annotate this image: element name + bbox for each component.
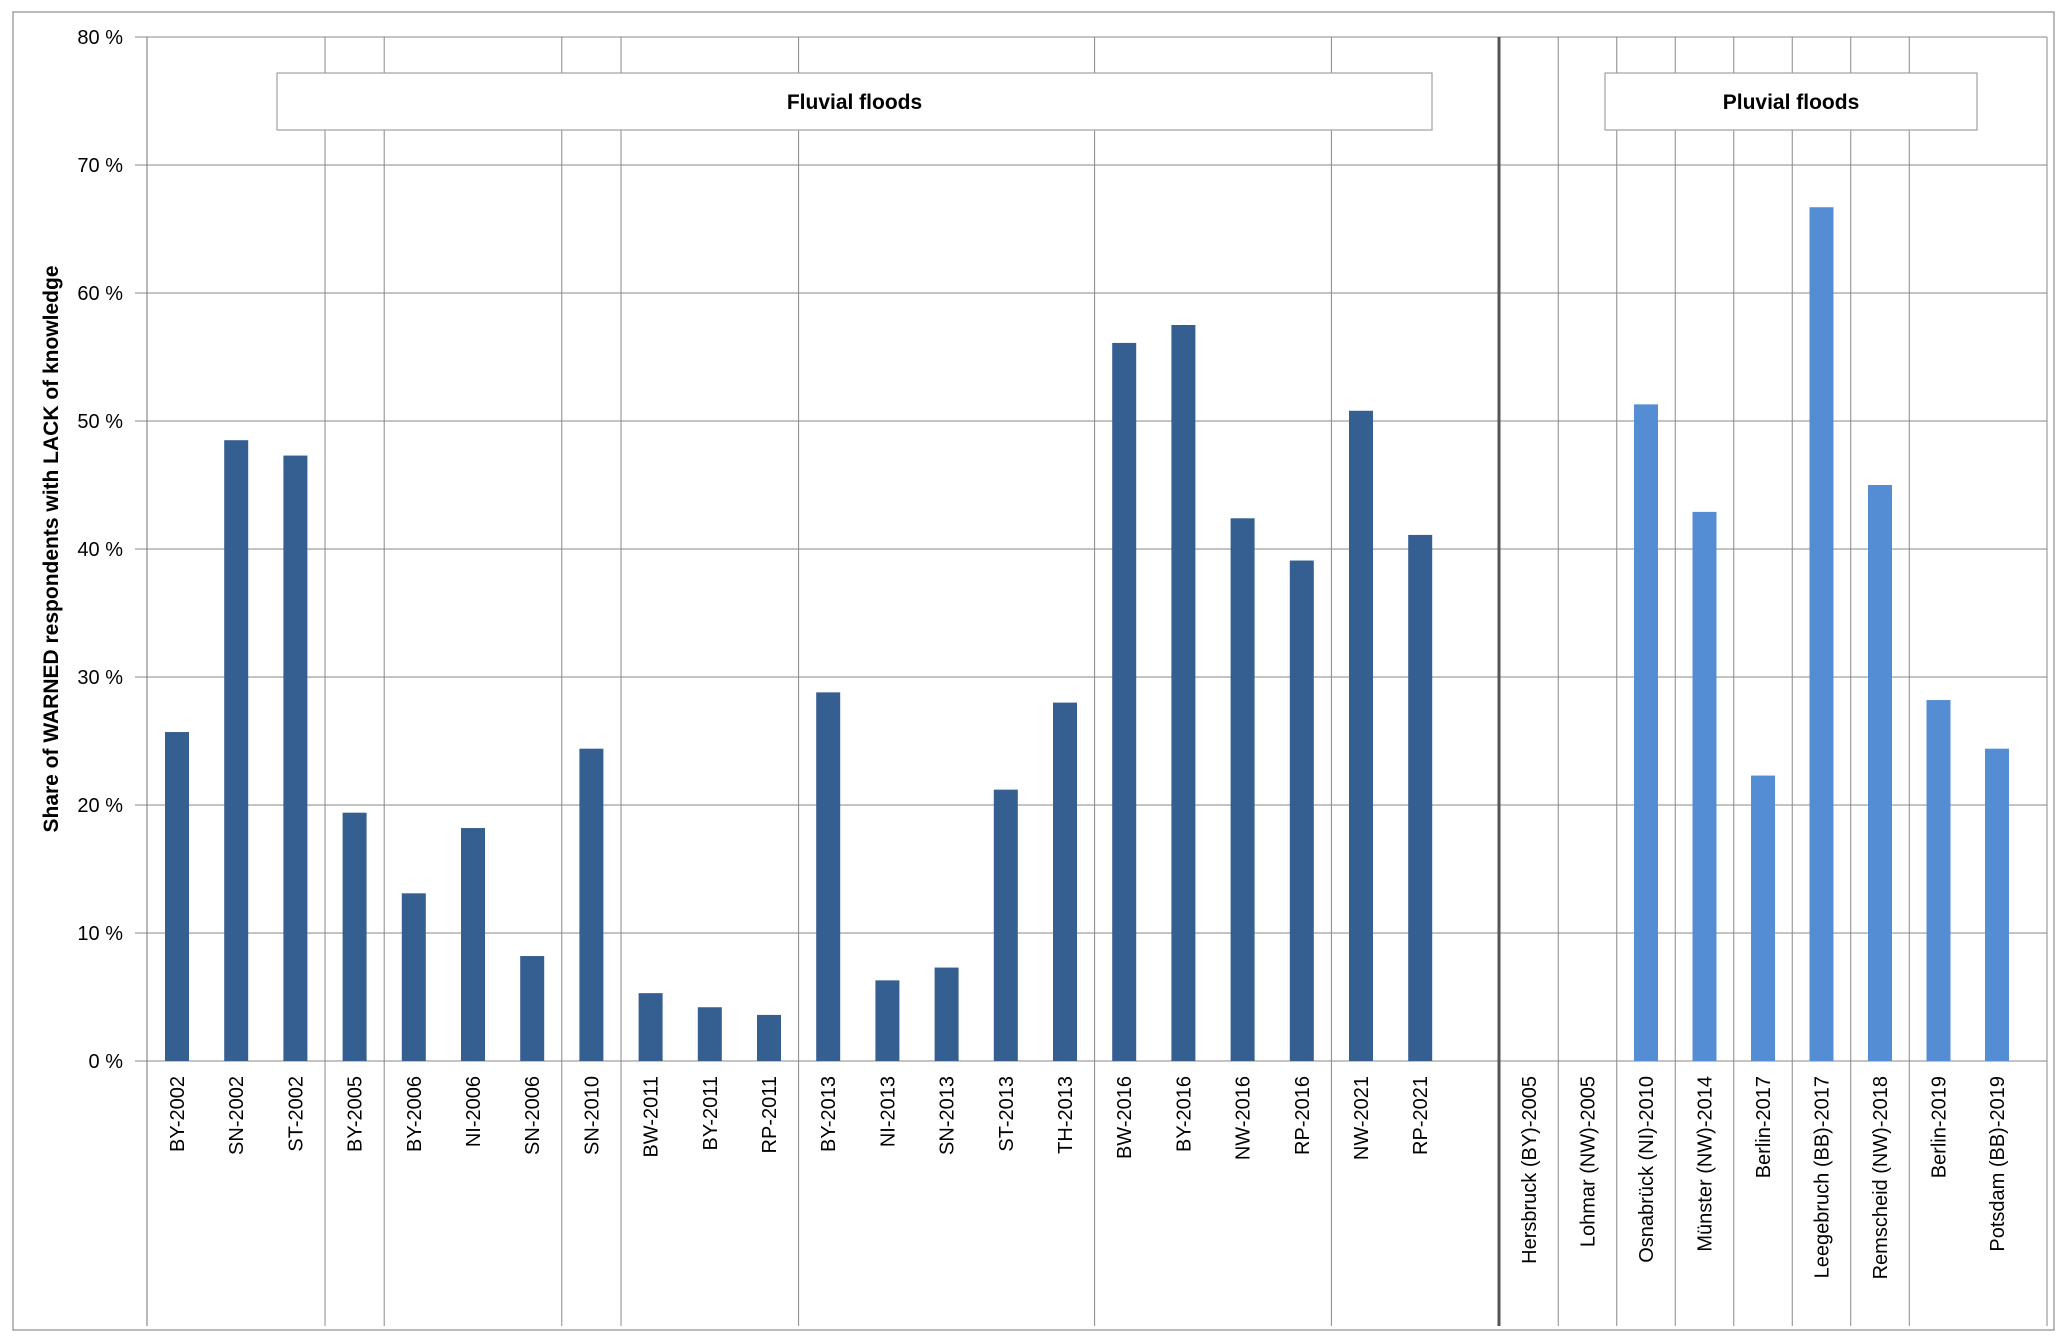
x-tick-label: SN-2013 bbox=[937, 1076, 959, 1155]
bar-ST-2002 bbox=[283, 455, 308, 1061]
group-label-box: Pluvial floods bbox=[1604, 72, 1978, 131]
x-tick-label: BY-2016 bbox=[1173, 1076, 1195, 1152]
bar-BY-2006 bbox=[401, 893, 426, 1061]
bar-NI-2013 bbox=[875, 980, 900, 1061]
x-tick-label: BY-2005 bbox=[345, 1076, 367, 1152]
x-tick-label: Münster (NW)-2014 bbox=[1695, 1076, 1717, 1252]
bar-SN-2006 bbox=[520, 956, 545, 1061]
x-tick-label: TH-2013 bbox=[1055, 1076, 1077, 1154]
x-tick-label: ST-2013 bbox=[996, 1076, 1018, 1152]
bar-NW-2016 bbox=[1230, 518, 1255, 1061]
x-tick-label: RP-2016 bbox=[1292, 1076, 1314, 1155]
bar-Münster (NW)-2014 bbox=[1692, 511, 1717, 1061]
bar-BY-2016 bbox=[1171, 325, 1196, 1061]
bar-ST-2013 bbox=[993, 789, 1018, 1061]
x-tick-label: BY-2002 bbox=[167, 1076, 189, 1152]
bar-Leegebruch (BB)-2017 bbox=[1809, 207, 1834, 1062]
group-label-box: Fluvial floods bbox=[276, 72, 1433, 131]
bar-BY-2013 bbox=[816, 692, 841, 1061]
y-tick-label: 80 % bbox=[77, 27, 123, 49]
x-tick-label: BW-2016 bbox=[1114, 1076, 1136, 1159]
y-tick-label: 60 % bbox=[77, 283, 123, 305]
x-tick-label: Lohmar (NW)-2005 bbox=[1578, 1076, 1600, 1247]
x-tick-label: BW-2011 bbox=[641, 1076, 663, 1158]
bar-BW-2016 bbox=[1112, 342, 1137, 1061]
y-tick-label: 20 % bbox=[77, 795, 123, 817]
x-tick-label: SN-2006 bbox=[522, 1076, 544, 1155]
y-tick-label: 50 % bbox=[77, 411, 123, 433]
bar-BY-2011 bbox=[697, 1007, 722, 1061]
outer-frame bbox=[12, 11, 2055, 1331]
x-tick-label: RP-2011 bbox=[759, 1076, 781, 1153]
x-tick-label: Hersbruck (BY)-2005 bbox=[1519, 1076, 1541, 1264]
group-label: Fluvial floods bbox=[787, 91, 922, 114]
bar-NI-2006 bbox=[461, 828, 485, 1061]
x-tick-label: BY-2013 bbox=[818, 1076, 840, 1152]
y-tick-label: 30 % bbox=[77, 667, 123, 689]
x-tick-label: Berlin-2017 bbox=[1753, 1076, 1775, 1178]
bar-Berlin-2017 bbox=[1751, 775, 1775, 1061]
bar-Remscheid (NW)-2018 bbox=[1868, 485, 1892, 1061]
x-tick-label: ST-2002 bbox=[285, 1076, 307, 1152]
bar-TH-2013 bbox=[1053, 702, 1077, 1061]
y-tick-label: 0 % bbox=[89, 1051, 124, 1073]
bar-Potsdam (BB)-2019 bbox=[1985, 748, 2009, 1061]
bar-RP-2021 bbox=[1408, 534, 1433, 1061]
x-tick-label: Osnabrück (NI)-2010 bbox=[1636, 1076, 1658, 1263]
x-tick-label: Potsdam (BB)-2019 bbox=[1987, 1076, 2009, 1252]
x-tick-label: NW-2021 bbox=[1351, 1076, 1373, 1160]
x-tick-label: Berlin-2019 bbox=[1929, 1076, 1951, 1178]
x-tick-label: NI-2013 bbox=[877, 1076, 899, 1147]
bar-RP-2011 bbox=[757, 1014, 781, 1061]
x-tick-label: Leegebruch (BB)-2017 bbox=[1812, 1076, 1834, 1278]
y-tick-label: 10 % bbox=[77, 923, 123, 945]
x-tick-label: BY-2011 bbox=[700, 1076, 722, 1151]
bar-BY-2002 bbox=[165, 732, 189, 1061]
y-tick-label: 70 % bbox=[77, 155, 123, 177]
bar-SN-2013 bbox=[934, 967, 959, 1061]
x-tick-label: SN-2002 bbox=[226, 1076, 248, 1155]
bar-NW-2021 bbox=[1349, 410, 1373, 1061]
bar-SN-2010 bbox=[579, 748, 604, 1061]
x-tick-label: SN-2010 bbox=[581, 1076, 603, 1155]
x-tick-label: NW-2016 bbox=[1233, 1076, 1255, 1160]
bar-RP-2016 bbox=[1289, 560, 1314, 1061]
x-tick-label: Remscheid (NW)-2018 bbox=[1870, 1076, 1892, 1279]
x-tick-label: RP-2021 bbox=[1410, 1076, 1432, 1155]
y-tick-label: 40 % bbox=[77, 539, 123, 561]
group-label: Pluvial floods bbox=[1723, 91, 1860, 114]
y-axis-title: Share of WARNED respondents with LACK of… bbox=[40, 265, 63, 832]
bar-Berlin-2019 bbox=[1926, 700, 1951, 1061]
x-tick-label: BY-2006 bbox=[404, 1076, 426, 1152]
bar-Osnabrück (NI)-2010 bbox=[1634, 404, 1658, 1061]
x-tick-label: NI-2006 bbox=[463, 1076, 485, 1147]
bar-BY-2005 bbox=[342, 812, 367, 1061]
bar-SN-2002 bbox=[224, 440, 249, 1061]
bar-BW-2011 bbox=[638, 993, 663, 1061]
